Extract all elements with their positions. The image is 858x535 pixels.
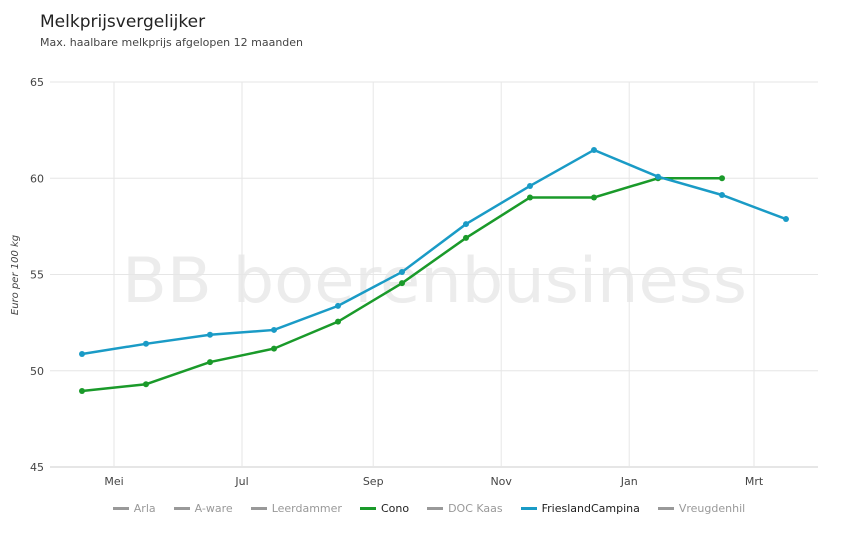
legend-swatch bbox=[250, 507, 267, 510]
data-point bbox=[527, 182, 533, 189]
legend-item-vreugdenhil[interactable]: Vreugdenhil bbox=[657, 502, 746, 515]
legend-swatch bbox=[112, 507, 129, 510]
data-point bbox=[335, 318, 341, 325]
y-tick-label: 50 bbox=[30, 365, 44, 378]
y-tick-label: 55 bbox=[30, 269, 44, 282]
data-point bbox=[591, 194, 597, 201]
data-point bbox=[207, 331, 213, 338]
data-point bbox=[463, 234, 469, 241]
x-tick-label: Jan bbox=[620, 475, 638, 488]
x-tick-label: Jul bbox=[234, 475, 248, 488]
series-line-frieslandcampina bbox=[81, 148, 787, 356]
data-point bbox=[591, 146, 597, 153]
legend-item-doc-kaas[interactable]: DOC Kaas bbox=[427, 502, 503, 515]
x-tick-label: Nov bbox=[490, 475, 512, 488]
watermark-logo: BB boerenbusiness bbox=[122, 244, 747, 317]
y-tick-label: 45 bbox=[30, 461, 44, 474]
data-point bbox=[719, 175, 725, 182]
data-point bbox=[207, 359, 213, 366]
legend-label: Vreugdenhil bbox=[678, 502, 746, 515]
legend-label: Leerdammer bbox=[271, 502, 342, 515]
legend-item-arla[interactable]: Arla bbox=[112, 502, 156, 515]
data-point bbox=[271, 345, 277, 352]
data-point bbox=[79, 351, 85, 358]
chart-subtitle: Max. haalbare melkprijs afgelopen 12 maa… bbox=[40, 36, 304, 49]
legend-item-leerdammer[interactable]: Leerdammer bbox=[250, 502, 342, 515]
legend-item-a-ware[interactable]: A-ware bbox=[173, 502, 233, 515]
legend: Arla A-ware Leerdammer Cono DOC Kaas Frieslan… bbox=[0, 502, 858, 515]
x-tick-label: Mei bbox=[104, 475, 123, 488]
data-point bbox=[271, 326, 277, 333]
data-point bbox=[399, 280, 405, 287]
x-tick-label: Mrt bbox=[745, 475, 764, 488]
legend-swatch bbox=[427, 507, 444, 510]
legend-label: DOC Kaas bbox=[448, 502, 503, 515]
legend-swatch bbox=[520, 507, 537, 510]
legend-label: Arla bbox=[133, 502, 156, 515]
legend-label: FrieslandCampina bbox=[541, 502, 640, 515]
data-point bbox=[719, 191, 725, 198]
chart-title: Melkprijsvergelijker bbox=[40, 12, 206, 32]
data-point bbox=[527, 194, 533, 201]
data-point bbox=[335, 302, 341, 309]
y-tick-label: 60 bbox=[30, 172, 44, 185]
data-point bbox=[143, 340, 149, 347]
legend-swatch bbox=[359, 507, 376, 510]
legend-label: Cono bbox=[380, 502, 410, 515]
x-tick-label: Sep bbox=[363, 475, 384, 488]
legend-item-cono[interactable]: Cono bbox=[359, 502, 410, 515]
data-point bbox=[463, 221, 469, 228]
legend-swatch bbox=[173, 507, 190, 510]
legend-item-frieslandcampina[interactable]: FrieslandCampina bbox=[520, 502, 640, 515]
data-point bbox=[143, 381, 149, 388]
data-point bbox=[783, 216, 789, 223]
data-point bbox=[399, 268, 405, 275]
legend-label: A-ware bbox=[194, 502, 233, 515]
data-point bbox=[655, 173, 661, 180]
legend-swatch bbox=[657, 507, 674, 510]
y-axis-label: Euro per 100 kg bbox=[10, 235, 21, 315]
data-point bbox=[79, 387, 85, 394]
y-tick-label: 65 bbox=[30, 76, 44, 89]
